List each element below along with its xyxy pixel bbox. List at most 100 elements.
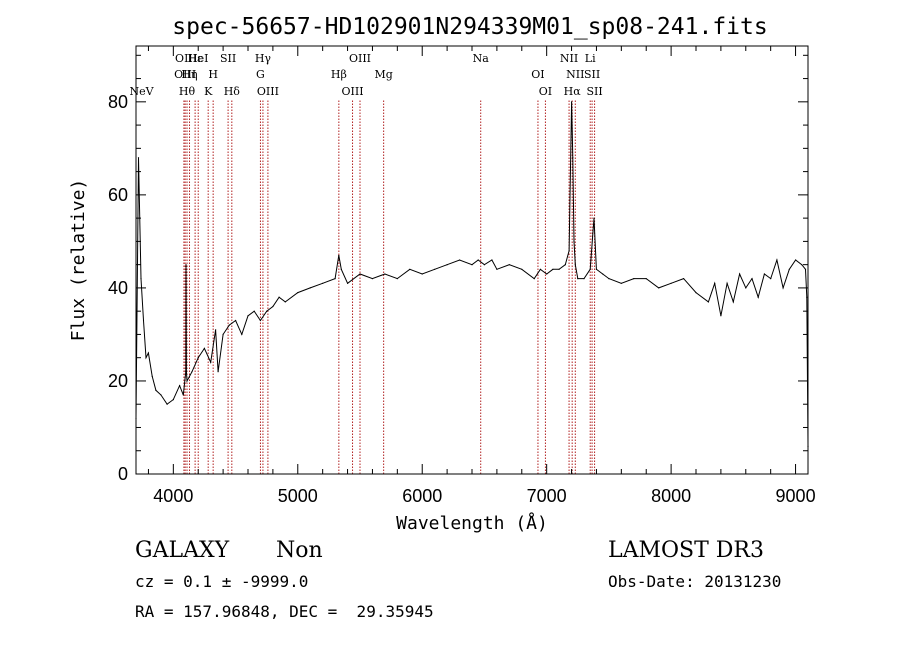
chart-title: spec-56657-HD102901N294339M01_sp08-241.f… xyxy=(172,14,767,40)
data-point xyxy=(179,385,181,387)
data-point xyxy=(770,278,772,280)
data-point xyxy=(185,264,187,266)
line-marker-label: NeV xyxy=(130,85,155,98)
data-point xyxy=(633,278,635,280)
line-marker-label: OI xyxy=(531,68,544,81)
line-marker-label: Mg xyxy=(374,68,392,81)
data-point xyxy=(577,278,579,280)
line-marker-label: OIII xyxy=(349,52,371,65)
data-point xyxy=(573,240,575,242)
data-point xyxy=(409,268,411,270)
data-point xyxy=(145,357,147,359)
data-point xyxy=(446,264,448,266)
data-point xyxy=(185,371,187,373)
y-tick-label: 60 xyxy=(108,185,128,205)
data-point xyxy=(228,324,230,326)
data-point xyxy=(683,278,685,280)
data-point xyxy=(574,264,576,266)
data-point xyxy=(217,371,219,373)
data-point xyxy=(322,282,324,284)
x-axis-label: Wavelength (Å) xyxy=(396,512,548,534)
line-marker-label: OIII xyxy=(342,85,364,98)
data-point xyxy=(284,301,286,303)
data-point xyxy=(568,250,570,252)
line-marker-label: HeI xyxy=(188,52,208,65)
x-axis: 4000 5000 6000 7000 8000 9000 xyxy=(147,46,816,506)
data-point xyxy=(434,268,436,270)
data-point xyxy=(552,268,554,270)
line-marker-label: OIII xyxy=(174,68,196,81)
data-point xyxy=(297,292,299,294)
data-point xyxy=(491,259,493,261)
data-point xyxy=(253,310,255,312)
data-point xyxy=(508,264,510,266)
data-point xyxy=(757,296,759,298)
x-tick-label: 5000 xyxy=(278,486,318,506)
redshift-line: cz = 0.1 ± -9999.0 xyxy=(135,572,309,591)
line-marker-label: Hη xyxy=(181,68,197,81)
data-point xyxy=(140,278,142,280)
data-point xyxy=(763,273,766,275)
data-point xyxy=(720,315,722,317)
line-marker-label: Hγ xyxy=(255,52,272,65)
data-point xyxy=(340,268,342,270)
data-point xyxy=(186,380,188,382)
x-tick-label: 6000 xyxy=(402,486,442,506)
data-point xyxy=(421,273,423,275)
line-marker-label: Li xyxy=(585,52,596,65)
x-tick-label: 7000 xyxy=(527,486,567,506)
data-point xyxy=(182,394,184,396)
data-point xyxy=(795,259,797,261)
data-point xyxy=(278,296,280,298)
line-marker-label: SII xyxy=(586,85,602,98)
data-point xyxy=(593,217,595,219)
data-point xyxy=(160,394,162,396)
line-marker-label: OI xyxy=(539,85,552,98)
line-marker-label: G xyxy=(256,68,265,81)
data-point xyxy=(247,315,249,317)
data-point xyxy=(782,287,784,289)
data-point xyxy=(483,264,485,266)
y-tick-label: 0 xyxy=(118,464,128,484)
data-point xyxy=(670,282,672,284)
data-point xyxy=(583,278,585,280)
data-point xyxy=(496,268,498,270)
data-point xyxy=(371,278,373,280)
line-marker-label: NII xyxy=(560,52,578,65)
data-point xyxy=(203,347,205,349)
line-marker-label: K xyxy=(204,85,213,98)
data-point xyxy=(309,287,311,289)
line-marker-label: SII xyxy=(584,68,600,81)
object-class: GALAXY xyxy=(135,538,230,563)
series-layer xyxy=(135,101,809,447)
data-point xyxy=(558,268,560,270)
data-point xyxy=(215,329,217,331)
line-marker-label: OIII xyxy=(257,85,279,98)
data-point xyxy=(732,301,734,303)
object-subclass: Non xyxy=(276,538,323,563)
data-point xyxy=(172,399,174,401)
coordinates-line: RA = 157.96848, DEC = 29.35945 xyxy=(135,602,434,621)
line-marker-label: Na xyxy=(473,52,490,65)
y-tick-label: 80 xyxy=(108,92,128,112)
data-point xyxy=(266,310,268,312)
data-point xyxy=(166,403,168,405)
y-tick-label: 40 xyxy=(108,278,128,298)
data-point xyxy=(804,268,807,270)
data-point xyxy=(241,333,243,335)
line-marker-label: Hθ xyxy=(179,85,196,98)
data-point xyxy=(564,264,566,266)
data-point xyxy=(384,273,386,275)
data-point xyxy=(338,254,340,256)
data-point xyxy=(471,264,473,266)
data-point xyxy=(142,319,145,322)
data-point xyxy=(521,268,523,270)
flux-series-line xyxy=(135,101,809,447)
data-point xyxy=(602,273,604,275)
line-marker-label: Hδ xyxy=(224,85,241,98)
data-point xyxy=(608,278,610,280)
line-marker-label: Hε xyxy=(187,52,203,65)
data-point xyxy=(788,268,790,270)
data-point xyxy=(571,101,573,103)
data-point xyxy=(359,273,361,275)
